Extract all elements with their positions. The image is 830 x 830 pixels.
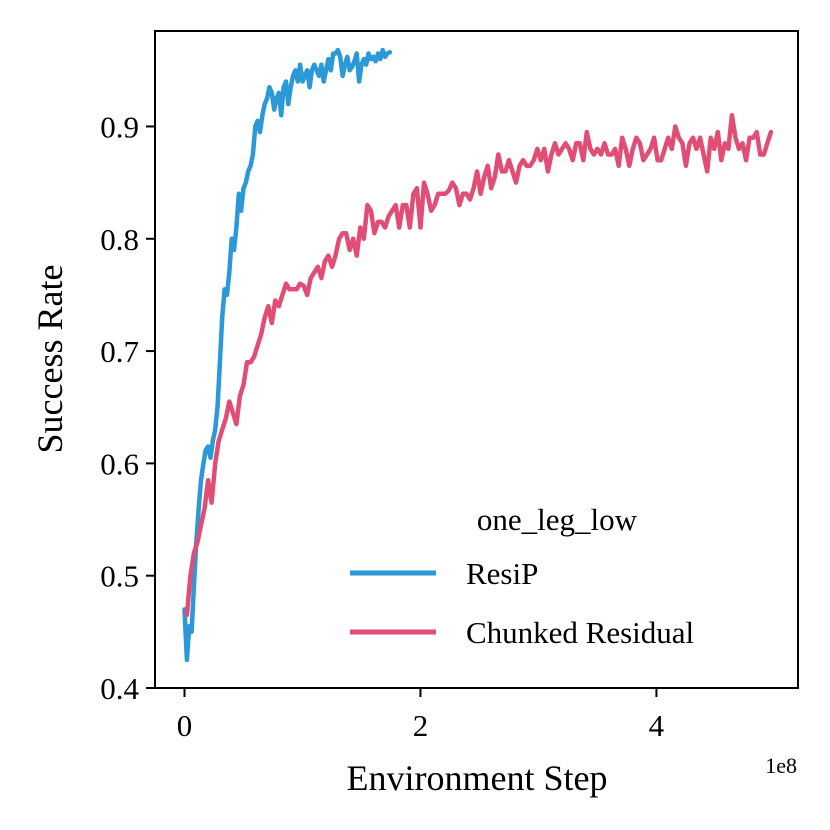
y-tick-label: 0.8: [100, 222, 139, 257]
legend-label-chunked-residual: Chunked Residual: [466, 615, 694, 650]
y-tick-label: 0.6: [100, 446, 139, 481]
x-axis-title: Environment Step: [347, 758, 608, 798]
y-tick-label: 0.4: [100, 671, 139, 706]
legend-label-resip: ResiP: [466, 556, 538, 591]
x-tick-label: 2: [413, 708, 429, 743]
y-axis-title: Success Rate: [30, 265, 70, 454]
x-axis-offset-label: 1e8: [765, 753, 797, 778]
legend-title: one_leg_low: [477, 502, 638, 537]
y-tick-label: 0.5: [100, 559, 139, 594]
x-tick-label: 0: [177, 708, 193, 743]
x-axis-ticks: 0 2 4: [177, 688, 665, 743]
x-tick-label: 4: [649, 708, 665, 743]
series-line-resip: [182, 47, 393, 663]
legend: one_leg_low ResiP Chunked Residual: [350, 502, 694, 650]
y-tick-label: 0.7: [100, 334, 139, 369]
y-tick-label: 0.9: [100, 109, 139, 144]
y-axis-ticks: 0.4 0.5 0.6 0.7 0.8 0.9: [100, 109, 155, 706]
series-layer: [182, 47, 774, 663]
series-line-chunked-residual: [184, 112, 774, 618]
plot-frame: [154, 30, 799, 689]
